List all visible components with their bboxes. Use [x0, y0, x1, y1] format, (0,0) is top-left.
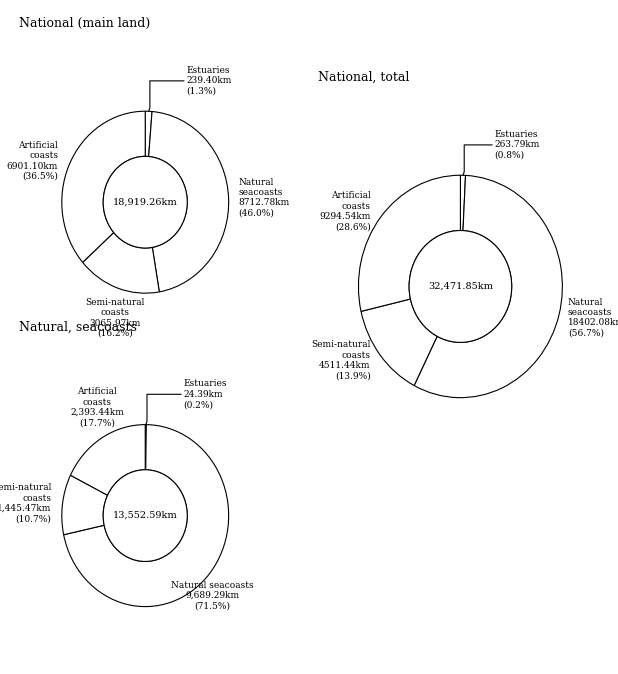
- Wedge shape: [62, 111, 145, 262]
- Circle shape: [409, 231, 512, 342]
- Wedge shape: [70, 425, 145, 495]
- Circle shape: [103, 156, 187, 248]
- Text: Semi-natural
coasts
3065.97km
(16.2%): Semi-natural coasts 3065.97km (16.2%): [86, 298, 145, 338]
- Wedge shape: [83, 233, 159, 293]
- Wedge shape: [64, 425, 229, 607]
- Text: Artificial
coasts
6901.10km
(36.5%): Artificial coasts 6901.10km (36.5%): [7, 141, 58, 181]
- Text: 13,552.59km: 13,552.59km: [113, 511, 177, 520]
- Circle shape: [103, 470, 187, 561]
- Wedge shape: [145, 425, 146, 470]
- Text: Artificial
coasts
9294.54km
(28.6%): Artificial coasts 9294.54km (28.6%): [320, 191, 371, 231]
- Wedge shape: [361, 299, 437, 386]
- Text: National (main land): National (main land): [19, 18, 150, 30]
- Text: Natural
seacoasts
8712.78km
(46.0%): Natural seacoasts 8712.78km (46.0%): [239, 178, 290, 218]
- Wedge shape: [145, 111, 152, 156]
- Wedge shape: [460, 175, 465, 231]
- Text: Semi-natural
coasts
1,445.47km
(10.7%): Semi-natural coasts 1,445.47km (10.7%): [0, 483, 51, 524]
- Text: Artificial
coasts
2,393.44km
(17.7%): Artificial coasts 2,393.44km (17.7%): [70, 388, 124, 427]
- Text: Natural, seacoasts: Natural, seacoasts: [19, 321, 137, 334]
- Text: 32,471.85km: 32,471.85km: [428, 282, 493, 291]
- Text: 18,919.26km: 18,919.26km: [113, 197, 177, 207]
- Text: Estuaries
263.79km
(0.8%): Estuaries 263.79km (0.8%): [494, 130, 540, 160]
- Text: Estuaries
24.39km
(0.2%): Estuaries 24.39km (0.2%): [184, 379, 227, 409]
- Wedge shape: [414, 175, 562, 398]
- Wedge shape: [149, 111, 229, 292]
- Text: Semi-natural
coasts
4511.44km
(13.9%): Semi-natural coasts 4511.44km (13.9%): [311, 340, 371, 380]
- Text: National, total: National, total: [318, 71, 410, 84]
- Text: Natural seacoasts
9,689.29km
(71.5%): Natural seacoasts 9,689.29km (71.5%): [171, 581, 253, 611]
- Wedge shape: [358, 175, 460, 311]
- Text: Estuaries
239.40km
(1.3%): Estuaries 239.40km (1.3%): [187, 66, 232, 96]
- Text: Natural
seacoasts
18402.08km
(56.7%): Natural seacoasts 18402.08km (56.7%): [568, 298, 618, 338]
- Wedge shape: [62, 475, 108, 534]
